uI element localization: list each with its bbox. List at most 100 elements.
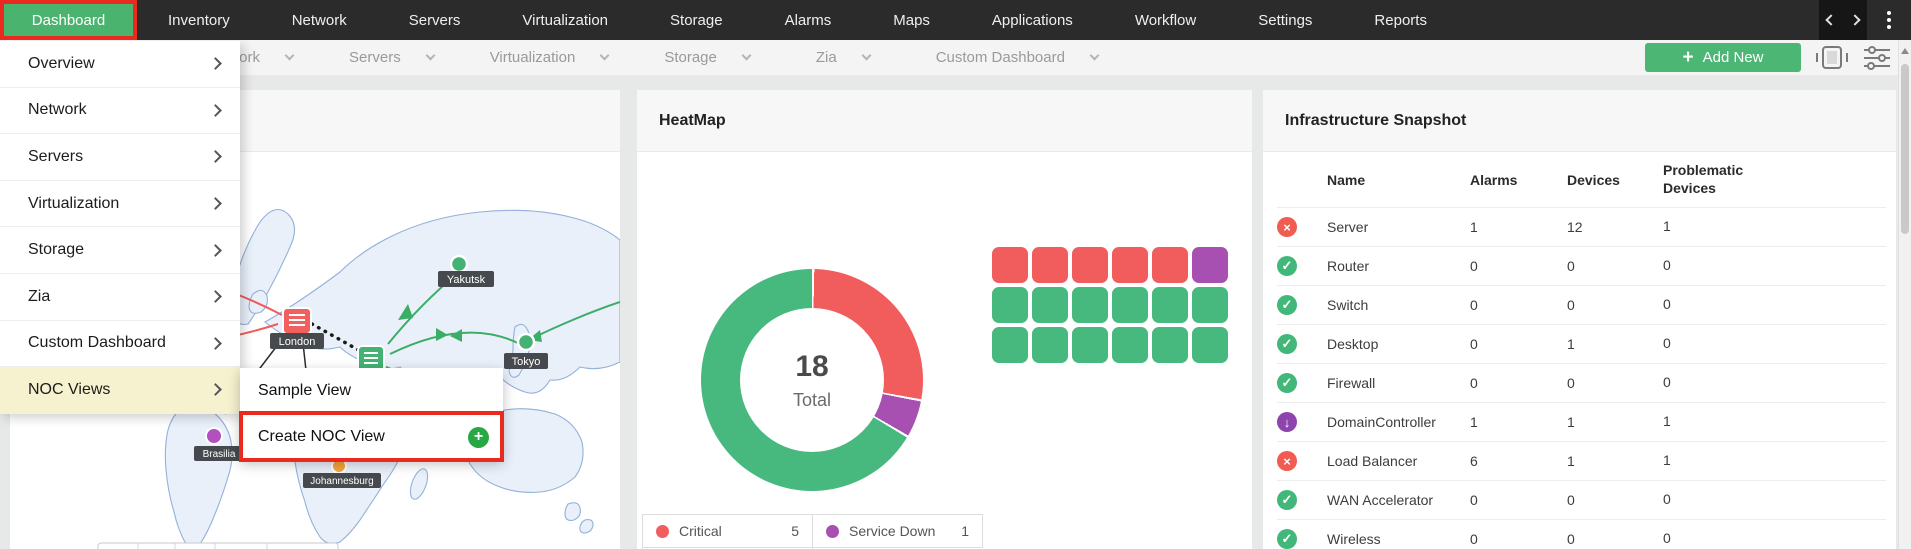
- heatmap-cell[interactable]: [1112, 287, 1148, 323]
- nav-item-inventory[interactable]: Inventory: [168, 11, 230, 29]
- tab-storage[interactable]: Storage: [664, 49, 752, 66]
- heatmap-cell[interactable]: [992, 327, 1028, 363]
- add-new-button[interactable]: + Add New: [1645, 43, 1801, 72]
- chevron-right-icon: [209, 104, 222, 117]
- tab-servers[interactable]: Servers: [349, 49, 436, 66]
- heatmap-cell[interactable]: [1152, 287, 1188, 323]
- legend-item-clear[interactable]: Clear 12: [642, 547, 813, 549]
- sidebar-item-overview[interactable]: Overview: [0, 41, 240, 88]
- sidebar-item-custom-dashboard[interactable]: Custom Dashboard: [0, 320, 240, 368]
- nav-item-maps[interactable]: Maps: [893, 11, 930, 29]
- device-category-link[interactable]: Load Balancer: [1327, 453, 1418, 469]
- nav-item-network[interactable]: Network: [291, 11, 347, 29]
- chevron-left-icon[interactable]: [1825, 14, 1837, 26]
- donut-center: 18 Total: [740, 308, 884, 452]
- heatmap-cell[interactable]: [1112, 247, 1148, 283]
- device-category-link[interactable]: Switch: [1327, 297, 1369, 313]
- donut-total-value: 18: [795, 349, 829, 383]
- heatmap-cell[interactable]: [1192, 327, 1228, 363]
- layout-settings-icon[interactable]: [1863, 45, 1891, 71]
- heatmap-cell[interactable]: [1032, 247, 1068, 283]
- nav-item-alarms[interactable]: Alarms: [784, 11, 832, 29]
- infrastructure-snapshot-widget: Infrastructure Snapshot Name Alarms Devi…: [1263, 90, 1896, 549]
- tab-zia[interactable]: Zia: [806, 49, 880, 66]
- scrollbar-up-arrow[interactable]: [1901, 48, 1909, 54]
- caret-down-icon: [284, 50, 295, 61]
- nav-item-applications[interactable]: Applications: [991, 11, 1073, 29]
- nav-item-storage[interactable]: Storage: [670, 11, 723, 29]
- nav-item-servers[interactable]: Servers: [408, 11, 461, 29]
- table-row[interactable]: ↓ DomainController 1 1 1: [1277, 403, 1886, 442]
- table-row[interactable]: ✓ Desktop 0 1 0: [1277, 325, 1886, 364]
- chevron-right-icon[interactable]: [1849, 14, 1861, 26]
- status-donut-chart[interactable]: 18 Total: [701, 269, 923, 491]
- map-node-johannesburg[interactable]: [331, 458, 347, 474]
- sidebar-item-virtualization[interactable]: Virtualization: [0, 180, 240, 228]
- nav-item-virtualization[interactable]: Virtualization: [522, 11, 609, 29]
- map-node-tokyo[interactable]: [516, 332, 536, 352]
- status-icon: ✓: [1277, 295, 1297, 315]
- device-category-link[interactable]: Server: [1327, 219, 1369, 235]
- map-label-london-bg: [270, 333, 324, 349]
- legend-item-critical[interactable]: Critical 5: [642, 514, 813, 548]
- nav-item-settings[interactable]: Settings: [1258, 11, 1313, 29]
- heatmap-cell[interactable]: [1072, 287, 1108, 323]
- device-category-link[interactable]: DomainController: [1327, 414, 1436, 430]
- nav-item-reports[interactable]: Reports: [1374, 11, 1427, 29]
- map-label-brasilia: Brasilia: [203, 449, 236, 460]
- tab-custom-dashboard[interactable]: Custom Dashboard: [936, 49, 1100, 66]
- map-label-london: London: [279, 336, 316, 348]
- heatmap-cell[interactable]: [992, 287, 1028, 323]
- sidebar-item-storage[interactable]: Storage: [0, 227, 240, 274]
- nav-item-dashboard[interactable]: Dashboard: [4, 4, 133, 36]
- table-row[interactable]: ✓ Wireless 0 0 0: [1277, 520, 1886, 549]
- map-node-brasilia[interactable]: [205, 427, 223, 445]
- sidebar-item-noc-views[interactable]: NOC Views: [0, 367, 240, 414]
- chevron-right-icon: [209, 197, 222, 210]
- heatmap-cell[interactable]: [992, 247, 1028, 283]
- map-land-south-america: [164, 405, 233, 549]
- page-scrollbar[interactable]: [1898, 40, 1911, 549]
- submenu-item-create-noc-view[interactable]: Create NOC View +: [240, 414, 503, 460]
- add-circle-icon[interactable]: +: [468, 426, 489, 448]
- heatmap-cell[interactable]: [1152, 327, 1188, 363]
- device-category-link[interactable]: Desktop: [1327, 336, 1379, 352]
- map-link-dotted: [310, 322, 364, 354]
- sidebar-item-network[interactable]: Network: [0, 87, 240, 135]
- heatmap-cell[interactable]: [1072, 247, 1108, 283]
- heatmap-cell[interactable]: [1152, 247, 1188, 283]
- slideshow-icon[interactable]: [1814, 44, 1850, 72]
- map-label-johannesburg: Johannesburg: [310, 476, 373, 487]
- table-row[interactable]: × Load Balancer 6 1 1: [1277, 442, 1886, 481]
- device-category-link[interactable]: Router: [1327, 258, 1370, 274]
- device-category-link[interactable]: Firewall: [1327, 375, 1376, 391]
- map-label-yakutsk-bg: [438, 271, 494, 287]
- legend-item-service-down[interactable]: Service Down 1: [812, 514, 983, 548]
- table-row[interactable]: ✓ Switch 0 0 0: [1277, 286, 1886, 325]
- infrastructure-widget-header: Infrastructure Snapshot: [1263, 90, 1896, 152]
- table-row[interactable]: ✓ Router 0 0 0: [1277, 247, 1886, 286]
- device-category-link[interactable]: Wireless: [1327, 531, 1381, 547]
- nav-item-workflow[interactable]: Workflow: [1134, 11, 1197, 29]
- heatmap-cell[interactable]: [1072, 327, 1108, 363]
- chevron-right-icon: [209, 57, 222, 71]
- heatmap-cell[interactable]: [1192, 247, 1228, 283]
- device-category-link[interactable]: WAN Accelerator: [1327, 492, 1434, 508]
- heatmap-cell[interactable]: [1032, 287, 1068, 323]
- map-node-yakutsk[interactable]: [449, 254, 469, 274]
- submenu-item-sample-view[interactable]: Sample View: [258, 382, 352, 399]
- heatmap-cell[interactable]: [1032, 327, 1068, 363]
- table-row[interactable]: × Server 1 12 1: [1277, 208, 1886, 247]
- sidebar-item-zia[interactable]: Zia: [0, 273, 240, 321]
- heatmap-cell[interactable]: [1112, 327, 1148, 363]
- column-header-name: Name: [1327, 171, 1366, 188]
- overflow-menu-icon[interactable]: [1887, 18, 1891, 22]
- table-row[interactable]: ✓ WAN Accelerator 0 0 0: [1277, 481, 1886, 520]
- heatmap-cell[interactable]: [1192, 287, 1228, 323]
- table-row[interactable]: ✓ Firewall 0 0 0: [1277, 364, 1886, 403]
- sidebar-item-servers[interactable]: Servers: [0, 134, 240, 181]
- tab-virtualization[interactable]: Virtualization: [490, 49, 610, 66]
- scrollbar-thumb[interactable]: [1901, 64, 1909, 234]
- caret-down-icon: [599, 50, 610, 61]
